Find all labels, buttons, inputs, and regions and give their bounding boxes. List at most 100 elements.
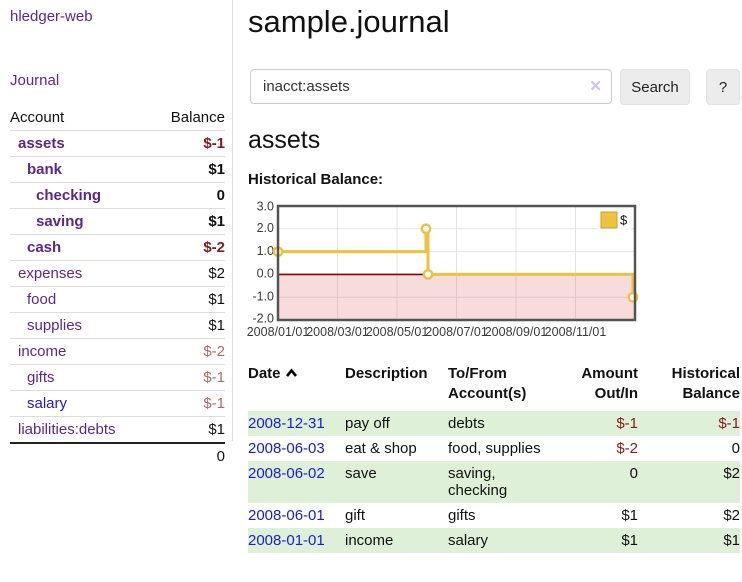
- account-link-saving[interactable]: saving: [36, 213, 84, 230]
- transaction-description: eat & shop: [345, 439, 417, 457]
- chart-border: [276, 204, 637, 322]
- account-row-supplies: supplies $1: [10, 312, 225, 339]
- account-link-food[interactable]: food: [27, 291, 57, 308]
- legend-label: $: [620, 212, 628, 227]
- nav-journal-link[interactable]: Journal: [10, 72, 60, 89]
- register-header-accounts: To/From Account(s): [448, 365, 527, 403]
- account-balance: 0: [152, 182, 225, 209]
- x-tick-label: 2008/09/01: [485, 325, 548, 339]
- account-link-gifts[interactable]: gifts: [27, 369, 55, 386]
- register-row: 2008-01-01 income salary $1 $1: [248, 527, 740, 553]
- transaction-date-link[interactable]: 2008-12-31: [248, 414, 325, 432]
- account-link-assets[interactable]: assets: [18, 135, 65, 152]
- app-title-link[interactable]: hledger-web: [10, 8, 93, 25]
- transaction-date-link[interactable]: 2008-06-02: [248, 464, 325, 482]
- account-balance: $-2: [152, 234, 225, 261]
- x-tick-label: 2008/01/01: [247, 325, 310, 339]
- transaction-amount: $1: [621, 531, 638, 549]
- account-row-liabilities-debts: liabilities:debts $1: [10, 416, 225, 443]
- search-form: ✕ Search ?: [248, 69, 742, 105]
- accounts-header-account: Account: [10, 109, 65, 126]
- transaction-date-link[interactable]: 2008-06-03: [248, 439, 325, 457]
- sort-ascending-icon: [285, 368, 297, 377]
- transaction-amount: $-2: [616, 439, 638, 457]
- account-link-salary[interactable]: salary: [27, 395, 68, 412]
- x-tick-label: 2008/03/01: [306, 325, 369, 339]
- x-tick-label: 2008/11/01: [545, 325, 607, 339]
- account-row-checking: checking 0: [10, 182, 225, 209]
- x-tick-label: 2008/05/01: [366, 325, 429, 339]
- y-tick-label: 2.0: [257, 221, 274, 235]
- transaction-accounts: salary: [448, 531, 489, 549]
- register-row: 2008-06-03 eat & shop food, supplies $-2…: [248, 436, 740, 461]
- transaction-accounts: food, supplies: [448, 439, 541, 457]
- account-row-saving: saving $1: [10, 208, 225, 235]
- transaction-amount: $1: [621, 506, 638, 524]
- transaction-balance: $2: [723, 506, 740, 524]
- transaction-date-link[interactable]: 2008-06-01: [248, 506, 325, 524]
- accounts-total-row: 0: [10, 442, 225, 469]
- transaction-accounts: debts: [448, 414, 485, 432]
- account-heading: assets: [248, 126, 321, 154]
- account-balance: $-1: [152, 390, 225, 417]
- account-row-bank: bank $1: [10, 156, 225, 183]
- account-balance: $2: [152, 260, 225, 287]
- help-button[interactable]: ?: [706, 69, 740, 105]
- y-tick-label: 1.0: [257, 244, 274, 258]
- account-balance: $-1: [152, 130, 225, 157]
- account-link-checking[interactable]: checking: [36, 187, 102, 204]
- account-link-liabilities-debts[interactable]: liabilities:debts: [18, 421, 116, 438]
- account-link-cash[interactable]: cash: [27, 239, 62, 256]
- account-row-gifts: gifts $-1: [10, 364, 225, 391]
- register-row: 2008-12-31 pay off debts $-1 $-1: [248, 410, 740, 436]
- accounts-table: Account Balance assets $-1 bank $1 check…: [10, 105, 225, 469]
- accounts-header-row: Account Balance: [10, 105, 225, 131]
- account-link-income[interactable]: income: [18, 343, 67, 360]
- account-row-expenses: expenses $2: [10, 260, 225, 287]
- account-row-income: income $-2: [10, 338, 225, 365]
- main-content: sample.journal ✕ Search ? assets Histori…: [247, 0, 742, 553]
- accounts-header-balance: Balance: [170, 109, 225, 126]
- page-title: sample.journal: [248, 4, 450, 39]
- transaction-date-link[interactable]: 2008-01-01: [248, 531, 325, 549]
- register-table: Date Description To/From Account(s) Amou…: [248, 362, 740, 553]
- transaction-amount: 0: [629, 464, 638, 482]
- account-row-food: food $1: [10, 286, 225, 313]
- search-input[interactable]: [250, 69, 612, 104]
- account-row-salary: salary $-1: [10, 390, 225, 417]
- account-link-bank[interactable]: bank: [27, 161, 63, 178]
- y-tick-label: -1.0: [252, 289, 274, 303]
- x-tick-label: 2008/07/01: [425, 325, 488, 339]
- register-row: 2008-06-01 gift gifts $1 $2: [248, 503, 740, 528]
- transaction-accounts: gifts: [448, 506, 476, 524]
- transaction-balance: $-1: [718, 414, 740, 432]
- transaction-balance: $2: [723, 464, 740, 482]
- register-header-amount: Amount Out/In: [581, 365, 638, 403]
- chart-legend: $: [597, 209, 631, 233]
- sidebar: hledger-web Journal Account Balance asse…: [0, 0, 233, 469]
- historical-balance-chart: 3.0 2.0 1.0 0.0 -1.0 -2.0: [247, 200, 639, 339]
- clear-search-icon[interactable]: ✕: [589, 78, 602, 95]
- account-balance: $1: [152, 156, 225, 183]
- register-row: 2008-06-02 save saving, checking 0 $2: [248, 460, 740, 503]
- register-header-row: Date Description To/From Account(s) Amou…: [248, 362, 740, 411]
- transaction-accounts: saving, checking: [448, 464, 508, 499]
- register-header-date[interactable]: Date: [248, 362, 345, 411]
- register-header-description: Description: [345, 365, 428, 382]
- transaction-amount: $-1: [616, 414, 638, 432]
- transaction-description: gift: [345, 506, 366, 524]
- account-balance: $-1: [152, 364, 225, 391]
- transaction-description: pay off: [345, 414, 390, 432]
- transaction-description: save: [345, 464, 377, 482]
- transaction-balance: $1: [723, 531, 740, 549]
- negative-region: [278, 274, 635, 320]
- transaction-description: income: [345, 531, 394, 549]
- search-button[interactable]: Search: [620, 69, 690, 105]
- y-tick-label: 0.0: [257, 267, 274, 281]
- y-tick-label: 3.0: [257, 200, 274, 213]
- transaction-balance: 0: [731, 439, 740, 457]
- account-balance: $-2: [152, 338, 225, 365]
- account-link-expenses[interactable]: expenses: [18, 265, 83, 282]
- legend-swatch-icon: [600, 211, 618, 229]
- account-link-supplies[interactable]: supplies: [27, 317, 83, 334]
